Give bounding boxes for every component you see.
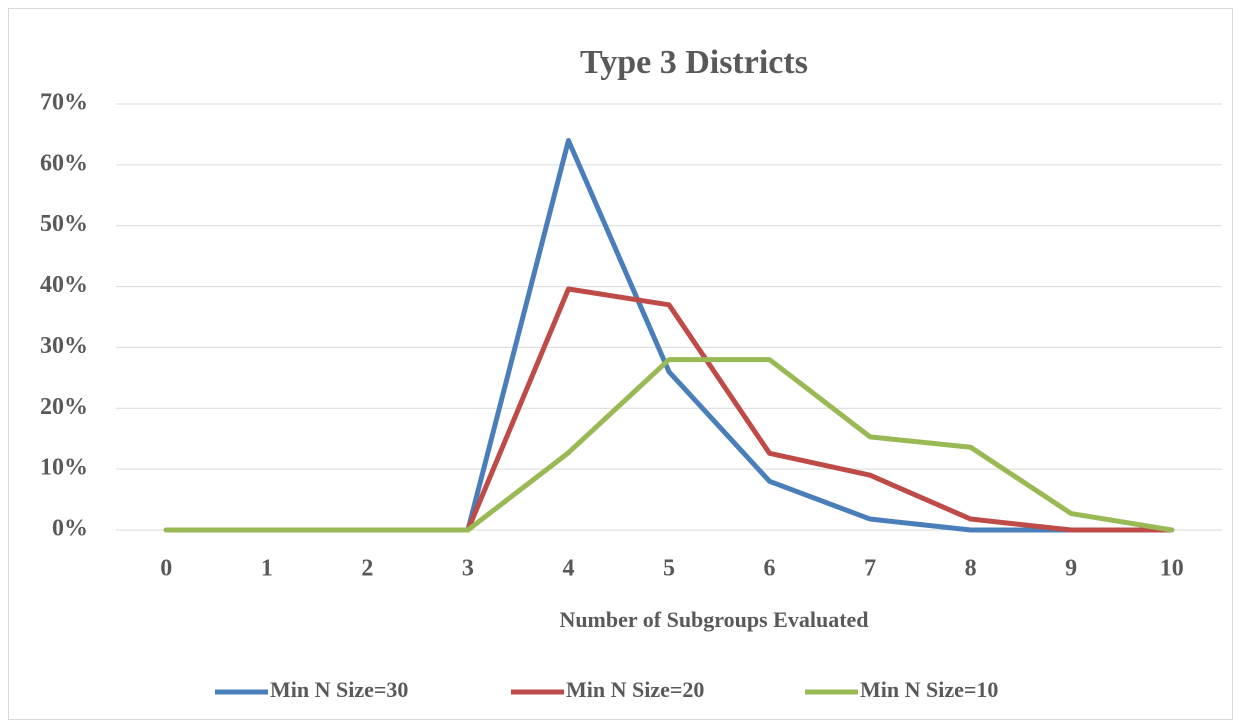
series-line — [163, 357, 1175, 533]
x-tick-label: 0 — [160, 556, 172, 582]
y-tick-label: 10% — [40, 455, 88, 481]
x-tick-label: 4 — [562, 556, 574, 582]
x-tick-label: 6 — [764, 556, 776, 582]
y-tick-label: 20% — [40, 394, 88, 420]
x-tick-label: 2 — [361, 556, 373, 582]
x-tick-label: 8 — [965, 556, 977, 582]
y-tick-label: 70% — [40, 90, 88, 116]
y-tick-label: 30% — [40, 333, 88, 359]
y-tick-label: 40% — [40, 272, 88, 298]
x-tick-label: 3 — [462, 556, 474, 582]
x-axis-label: Number of Subgroups Evaluated — [559, 607, 868, 632]
legend-label: Min N Size=30 — [270, 677, 408, 702]
y-tick-label: 0% — [52, 516, 88, 542]
legend-label: Min N Size=20 — [566, 677, 704, 702]
chart-border — [8, 8, 1233, 720]
y-tick-label: 60% — [40, 150, 88, 176]
chart-title: Type 3 Districts — [580, 44, 808, 81]
x-tick-label: 9 — [1065, 556, 1077, 582]
y-tick-label: 50% — [40, 211, 88, 237]
x-tick-label: 7 — [864, 556, 876, 582]
legend-label: Min N Size=10 — [860, 677, 998, 702]
x-tick-label: 5 — [663, 556, 675, 582]
x-tick-label: 10 — [1160, 556, 1184, 582]
x-tick-label: 1 — [261, 556, 273, 582]
